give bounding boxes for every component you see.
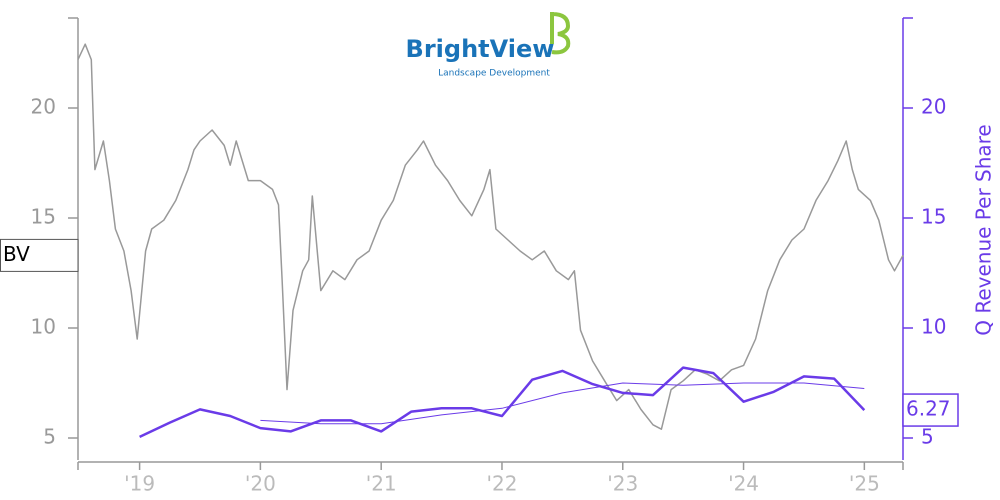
x-tick-label: '23: [607, 472, 638, 496]
x-tick-label: '25: [849, 472, 880, 496]
x-tick-label: '21: [366, 472, 397, 496]
y2-tick-label: 5: [921, 425, 934, 449]
x-tick-label: '24: [728, 472, 759, 496]
series-line: [139, 366, 866, 439]
logo-name: BrightView: [406, 35, 555, 63]
series-line: [260, 382, 865, 425]
y2-tick-label: 20: [921, 95, 946, 119]
last-value-label: 6.27: [906, 397, 951, 421]
series-name-box: [0, 238, 79, 272]
y-tick-label: 20: [31, 95, 56, 119]
last-value-box: [902, 393, 959, 427]
y-tick-label: 5: [43, 425, 56, 449]
y-tick-label: 10: [31, 315, 56, 339]
series-line: [77, 43, 904, 430]
y-tick-label: 15: [31, 205, 56, 229]
x-tick-label: '22: [486, 472, 517, 496]
y2-tick-label: 15: [921, 205, 946, 229]
logo: BrightView Landscape Development: [406, 12, 571, 79]
logo-tagline: Landscape Development: [438, 69, 550, 79]
x-tick-label: '20: [245, 472, 276, 496]
y2-axis-label: Q Revenue Per Share: [972, 124, 996, 336]
y2-tick-label: 10: [921, 315, 946, 339]
x-tick-label: '19: [124, 472, 155, 496]
series-name: BV: [3, 242, 30, 266]
logo-mark: [550, 12, 571, 55]
